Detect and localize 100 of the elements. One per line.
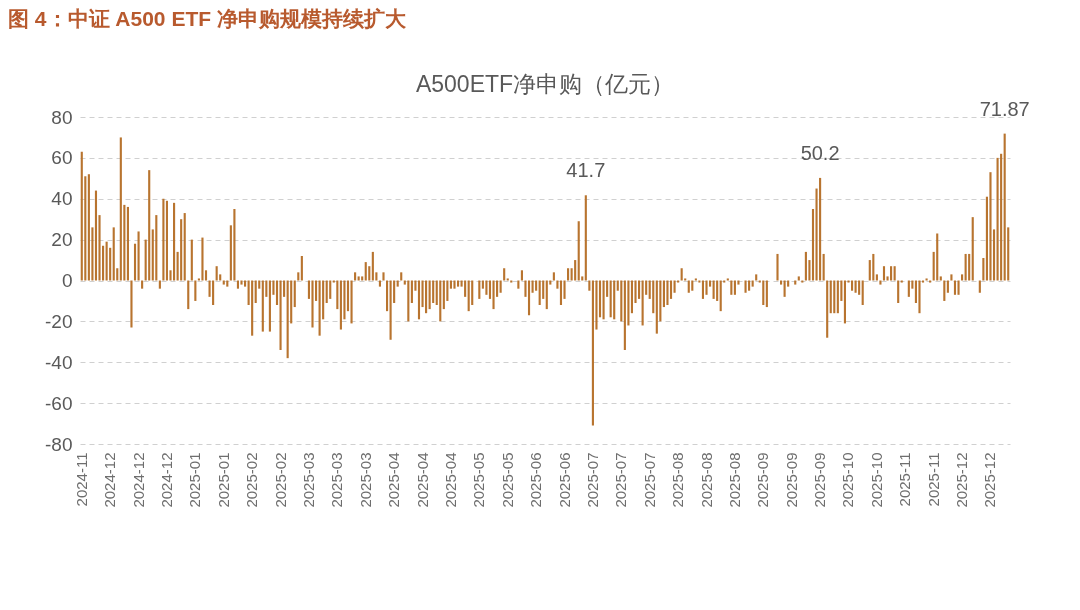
bar (130, 280, 133, 328)
x-tick-label: 2025-04 (413, 452, 431, 508)
bar (442, 280, 445, 310)
bar (918, 280, 921, 314)
bar (112, 227, 115, 281)
data-label: 41.7 (566, 159, 606, 182)
x-tick-label: 2025-08 (669, 452, 687, 508)
y-tick-label: 80 (51, 106, 73, 128)
bar (478, 280, 481, 299)
bar (953, 280, 957, 295)
bar (339, 280, 342, 330)
bar (719, 280, 722, 312)
bar (666, 280, 669, 306)
bar (318, 280, 321, 336)
bar (467, 280, 470, 312)
chart-title: A500ETF净申购（亿元） (415, 71, 675, 97)
bar (961, 274, 964, 281)
bar (776, 253, 779, 281)
bar (574, 260, 577, 281)
bar (155, 215, 158, 281)
x-tick-label: 2025-01 (214, 452, 232, 508)
bar (687, 280, 690, 293)
x-tick-label: 2025-08 (725, 452, 743, 508)
bar (329, 280, 332, 299)
bar (279, 280, 282, 350)
bar (545, 280, 548, 310)
bar (382, 272, 385, 281)
bar (694, 278, 697, 281)
bar (354, 272, 357, 281)
bar (385, 280, 389, 312)
bar (190, 239, 193, 281)
x-tick-label: 2025-07 (583, 452, 601, 508)
x-tick-label: 2025-10 (839, 452, 857, 508)
bar (602, 280, 605, 320)
bar (705, 280, 708, 295)
bar (133, 243, 137, 281)
x-tick-label: 2025-03 (299, 452, 317, 508)
bar (119, 137, 122, 281)
bar (900, 280, 903, 283)
bar (996, 157, 999, 281)
bar (872, 253, 875, 281)
bar (215, 266, 218, 281)
bar (300, 255, 303, 281)
bar (584, 195, 587, 281)
data-label: 50.2 (800, 141, 840, 164)
bar (826, 280, 829, 338)
bar (712, 280, 715, 299)
bar (389, 280, 392, 340)
bar (456, 280, 460, 287)
x-tick-label: 2024-12 (157, 452, 175, 508)
bar (261, 280, 264, 332)
bar (613, 280, 616, 320)
bar (268, 280, 271, 332)
x-tick-label: 2025-04 (385, 452, 403, 508)
x-tick-label: 2024-11 (72, 452, 90, 507)
bar (464, 280, 467, 297)
bar (591, 280, 594, 426)
bar (755, 274, 758, 281)
bar (939, 276, 942, 281)
bar (485, 280, 488, 295)
bar (946, 280, 949, 293)
x-tick-label: 2025-08 (697, 452, 715, 508)
bar (620, 280, 623, 322)
bar (968, 253, 971, 281)
bar (588, 280, 591, 291)
bar (254, 280, 257, 303)
x-tick-label: 2025-05 (498, 452, 516, 508)
bar (936, 233, 939, 281)
bar (396, 280, 399, 287)
bar (964, 253, 967, 281)
bar (655, 280, 658, 334)
bar (361, 276, 364, 281)
bar (850, 280, 854, 291)
bar (378, 280, 382, 287)
bar (858, 280, 861, 295)
bar (982, 258, 985, 281)
bar (94, 190, 98, 281)
bar (1003, 133, 1006, 281)
bar (141, 280, 144, 289)
x-tick-label: 2025-11 (896, 452, 914, 507)
bar (105, 241, 108, 281)
bar (552, 272, 555, 281)
bar (400, 272, 403, 281)
bar (836, 280, 839, 314)
x-tick-label: 2025-06 (527, 452, 545, 508)
bar (801, 280, 804, 283)
x-tick-label: 2025-01 (186, 452, 204, 508)
bar (1000, 153, 1003, 281)
bar (843, 280, 847, 324)
y-tick-label: 60 (51, 147, 73, 169)
bar (293, 280, 296, 308)
bar (875, 274, 878, 281)
x-tick-label: 2025-02 (271, 452, 289, 508)
x-tick-label: 2025-03 (356, 452, 374, 508)
bar (630, 280, 634, 314)
bar (364, 262, 367, 281)
bar (879, 280, 882, 285)
bar (286, 280, 289, 359)
bar (297, 272, 300, 281)
bar (797, 276, 800, 281)
